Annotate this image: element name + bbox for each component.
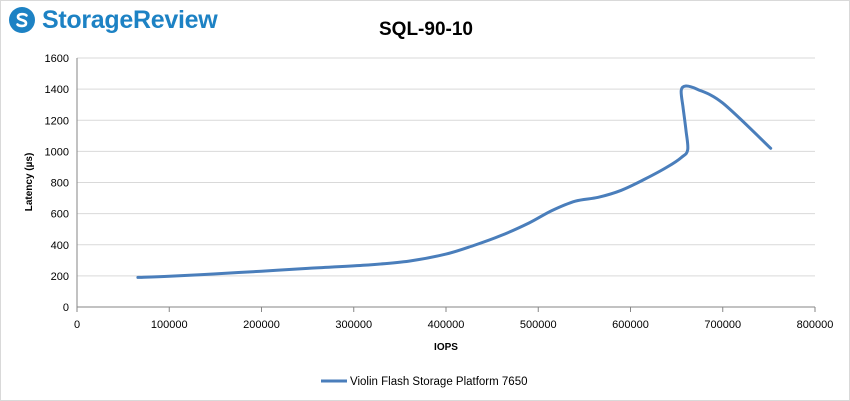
logo-text: StorageReview: [42, 5, 218, 34]
y-axis-label: Latency (µs): [24, 153, 35, 212]
storagereview-logo-icon: [9, 7, 35, 33]
x-tick-label: 500000: [520, 319, 557, 331]
y-tick-label: 1200: [45, 115, 69, 127]
y-tick-label: 1400: [45, 84, 69, 96]
storagereview-logo: StorageReview: [7, 5, 218, 35]
legend: Violin Flash Storage Platform 7650: [321, 376, 528, 388]
x-tick-label: 0: [74, 319, 80, 331]
x-tick-label: 800000: [797, 319, 834, 331]
y-axis-ticks: 0 200 400 600 800 1000 1200 1400 1600: [45, 53, 69, 314]
x-tick-label: 300000: [335, 319, 372, 331]
x-axis-label: IOPS: [434, 342, 458, 353]
y-tick-label: 1000: [45, 146, 69, 158]
series-layer: [136, 84, 773, 279]
y-tick-label: 800: [51, 178, 69, 190]
y-tick-label: 200: [51, 271, 69, 283]
x-tick-label: 600000: [612, 319, 649, 331]
x-tick-label: 700000: [704, 319, 741, 331]
x-tick-label: 400000: [428, 319, 465, 331]
x-axis-ticks: 0 100000 200000 300000 400000 500000 600000 700…: [74, 307, 833, 331]
y-tick-label: 0: [63, 302, 69, 314]
legend-label: Violin Flash Storage Platform 7650: [350, 376, 528, 388]
y-tick-label: 1600: [45, 53, 69, 65]
gridlines: [76, 57, 815, 308]
x-tick-label: 200000: [243, 319, 280, 331]
y-tick-label: 400: [51, 240, 69, 252]
x-tick-label: 100000: [151, 319, 188, 331]
chart-title: SQL-90-10: [379, 19, 473, 40]
y-tick-label: 600: [51, 209, 69, 221]
series-line: [136, 84, 773, 279]
